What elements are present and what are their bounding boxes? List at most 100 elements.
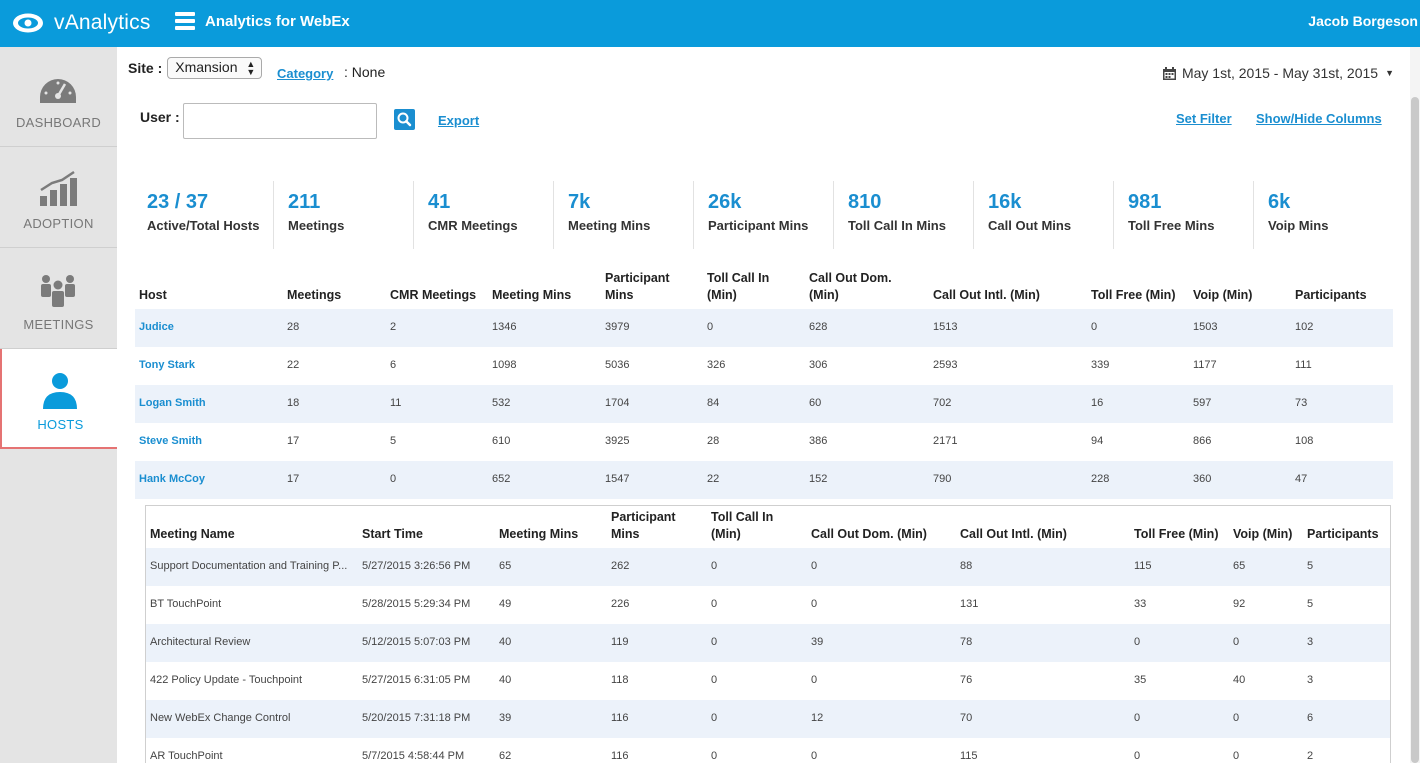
table-cell: 47: [1295, 473, 1308, 485]
table-row[interactable]: Support Documentation and Training P... 5…: [146, 548, 1390, 586]
table-cell: 5/27/2015 3:26:56 PM: [362, 560, 471, 572]
logo-text: vAnalytics: [54, 11, 151, 34]
column-header[interactable]: Participants: [1307, 527, 1379, 541]
table-cell: 2171: [933, 435, 958, 447]
column-header[interactable]: Call Out Intl. (Min): [933, 288, 1040, 302]
search-button[interactable]: [394, 109, 415, 130]
user-search-input[interactable]: [183, 103, 377, 139]
scrollbar[interactable]: [1410, 47, 1420, 763]
table-cell: 326: [707, 359, 726, 371]
export-link[interactable]: Export: [438, 113, 480, 128]
table-cell: 40: [499, 674, 512, 686]
column-header[interactable]: Call Out Dom. (Min): [811, 527, 927, 541]
column-header[interactable]: Host: [139, 288, 167, 302]
column-header[interactable]: Toll Call In (Min): [711, 510, 774, 541]
column-header[interactable]: Meeting Name: [150, 527, 235, 541]
table-row[interactable]: New WebEx Change Control 5/20/2015 7:31:1…: [146, 700, 1390, 738]
table-row[interactable]: BT TouchPoint 5/28/2015 5:29:34 PM 49 226 0 0…: [146, 586, 1390, 624]
column-header[interactable]: Voip (Min): [1193, 288, 1253, 302]
host-name-link[interactable]: Steve Smith: [139, 435, 202, 447]
column-header[interactable]: Toll Free (Min): [1091, 288, 1176, 302]
table-cell: 12: [811, 712, 824, 724]
stat-cmr-meetings: 41 CMR Meetings: [413, 181, 553, 249]
stat-value: 16k: [988, 191, 1022, 213]
table-cell: 2: [390, 321, 397, 333]
menu-icon[interactable]: [175, 12, 195, 30]
stat-caption: Meeting Mins: [568, 218, 651, 233]
table-cell: 360: [1193, 473, 1212, 485]
host-name-link[interactable]: Hank McCoy: [139, 473, 206, 485]
table-row[interactable]: Logan Smith 18 11 532 1704 84 60 702 16 597 73: [135, 385, 1393, 423]
table-cell: 16: [1091, 397, 1104, 409]
table-cell: Architectural Review: [150, 636, 251, 648]
table-cell: 118: [611, 674, 629, 686]
table-cell: 60: [809, 397, 822, 409]
stat-caption: Toll Free Mins: [1128, 218, 1215, 233]
table-cell: 0: [707, 321, 714, 333]
table-cell: 78: [960, 636, 973, 648]
table-cell: BT TouchPoint: [150, 598, 222, 610]
column-header[interactable]: Meeting Mins: [492, 288, 572, 302]
table-cell: 70: [960, 712, 973, 724]
column-header[interactable]: Call Out Dom. (Min): [809, 271, 892, 302]
stat-value: 7k: [568, 191, 591, 213]
column-header[interactable]: CMR Meetings: [390, 288, 477, 302]
show-hide-columns-link[interactable]: Show/Hide Columns: [1256, 111, 1382, 126]
table-cell: 3: [1307, 636, 1314, 648]
column-header[interactable]: Participant Mins: [605, 271, 670, 302]
logo[interactable]: vAnalytics: [12, 9, 151, 37]
table-cell: 6: [1307, 712, 1314, 724]
host-name-link[interactable]: Judice: [139, 321, 174, 333]
table-cell: 5: [390, 435, 397, 447]
stat-caption: Meetings: [288, 218, 345, 233]
category-link[interactable]: Category: [277, 66, 334, 81]
table-row[interactable]: Tony Stark 22 6 1098 5036 326 306 2593 339 1177 11…: [135, 347, 1393, 385]
host-name-link[interactable]: Logan Smith: [139, 397, 206, 409]
column-header[interactable]: Voip (Min): [1233, 527, 1293, 541]
sidebar: DASHBOARD ADOPTION MEETINGS HOSTS: [0, 47, 117, 763]
column-header[interactable]: Call Out Intl. (Min): [960, 527, 1067, 541]
site-select[interactable]: Xmansion ▲ ▼: [167, 57, 263, 79]
sidebar-item-dashboard[interactable]: DASHBOARD: [0, 47, 117, 147]
table-row[interactable]: 422 Policy Update - Touchpoint 5/27/2015 …: [146, 662, 1390, 700]
sidebar-item-meetings[interactable]: MEETINGS: [0, 249, 117, 349]
meetings-table: Meeting Name Start Time Meeting Mins Par…: [146, 506, 1390, 763]
table-cell: 0: [711, 598, 718, 610]
table-cell: 17: [287, 435, 300, 447]
table-row[interactable]: Steve Smith 17 5 610 3925 28 386 2171 94 866 108: [135, 423, 1393, 461]
table-cell: Support Documentation and Training P...: [150, 560, 348, 572]
table-cell: 0: [811, 598, 818, 610]
column-header[interactable]: Participant Mins: [611, 510, 676, 541]
table-cell: 0: [711, 560, 718, 572]
table-cell: 11: [390, 397, 402, 409]
table-row[interactable]: AR TouchPoint 5/7/2015 4:58:44 PM 62 116 0 0 1…: [146, 738, 1390, 763]
column-header[interactable]: Meetings: [287, 288, 342, 302]
app-menu[interactable]: Analytics for WebEx: [175, 12, 350, 30]
hosts-table: Host Meetings CMR Meetings Meeting Mins …: [135, 267, 1393, 499]
table-cell: 3979: [605, 321, 630, 333]
table-row[interactable]: Hank McCoy 17 0 652 1547 22 152 790 228 360 47: [135, 461, 1393, 499]
table-cell: 386: [809, 435, 828, 447]
host-name-link[interactable]: Tony Stark: [139, 359, 196, 371]
table-cell: 652: [492, 473, 511, 485]
sidebar-item-adoption[interactable]: ADOPTION: [0, 148, 117, 248]
column-header[interactable]: Meeting Mins: [499, 527, 579, 541]
column-header[interactable]: Start Time: [362, 527, 423, 541]
table-cell: 17: [287, 473, 300, 485]
table-cell: 3: [1307, 674, 1314, 686]
date-range-text: May 1st, 2015 - May 31st, 2015: [1181, 65, 1379, 81]
table-row[interactable]: Architectural Review 5/12/2015 5:07:03 PM…: [146, 624, 1390, 662]
table-cell: 339: [1091, 359, 1110, 371]
scrollbar-thumb[interactable]: [1411, 97, 1419, 763]
sidebar-item-hosts[interactable]: HOSTS: [0, 349, 117, 449]
column-header[interactable]: Toll Call In (Min): [707, 271, 770, 302]
person-icon: [43, 373, 77, 409]
user-menu[interactable]: Jacob Borgeson: [1308, 13, 1418, 29]
table-cell: 0: [1134, 636, 1141, 648]
set-filter-link[interactable]: Set Filter: [1176, 111, 1232, 126]
column-header[interactable]: Toll Free (Min): [1134, 527, 1219, 541]
site-select-value: Xmansion: [175, 59, 238, 75]
column-header[interactable]: Participants: [1295, 288, 1367, 302]
table-row[interactable]: Judice 28 2 1346 3979 0 628 1513 0 1503 102: [135, 309, 1393, 347]
date-range-picker[interactable]: May 1st, 2015 - May 31st, 2015 ▼: [1162, 65, 1394, 81]
